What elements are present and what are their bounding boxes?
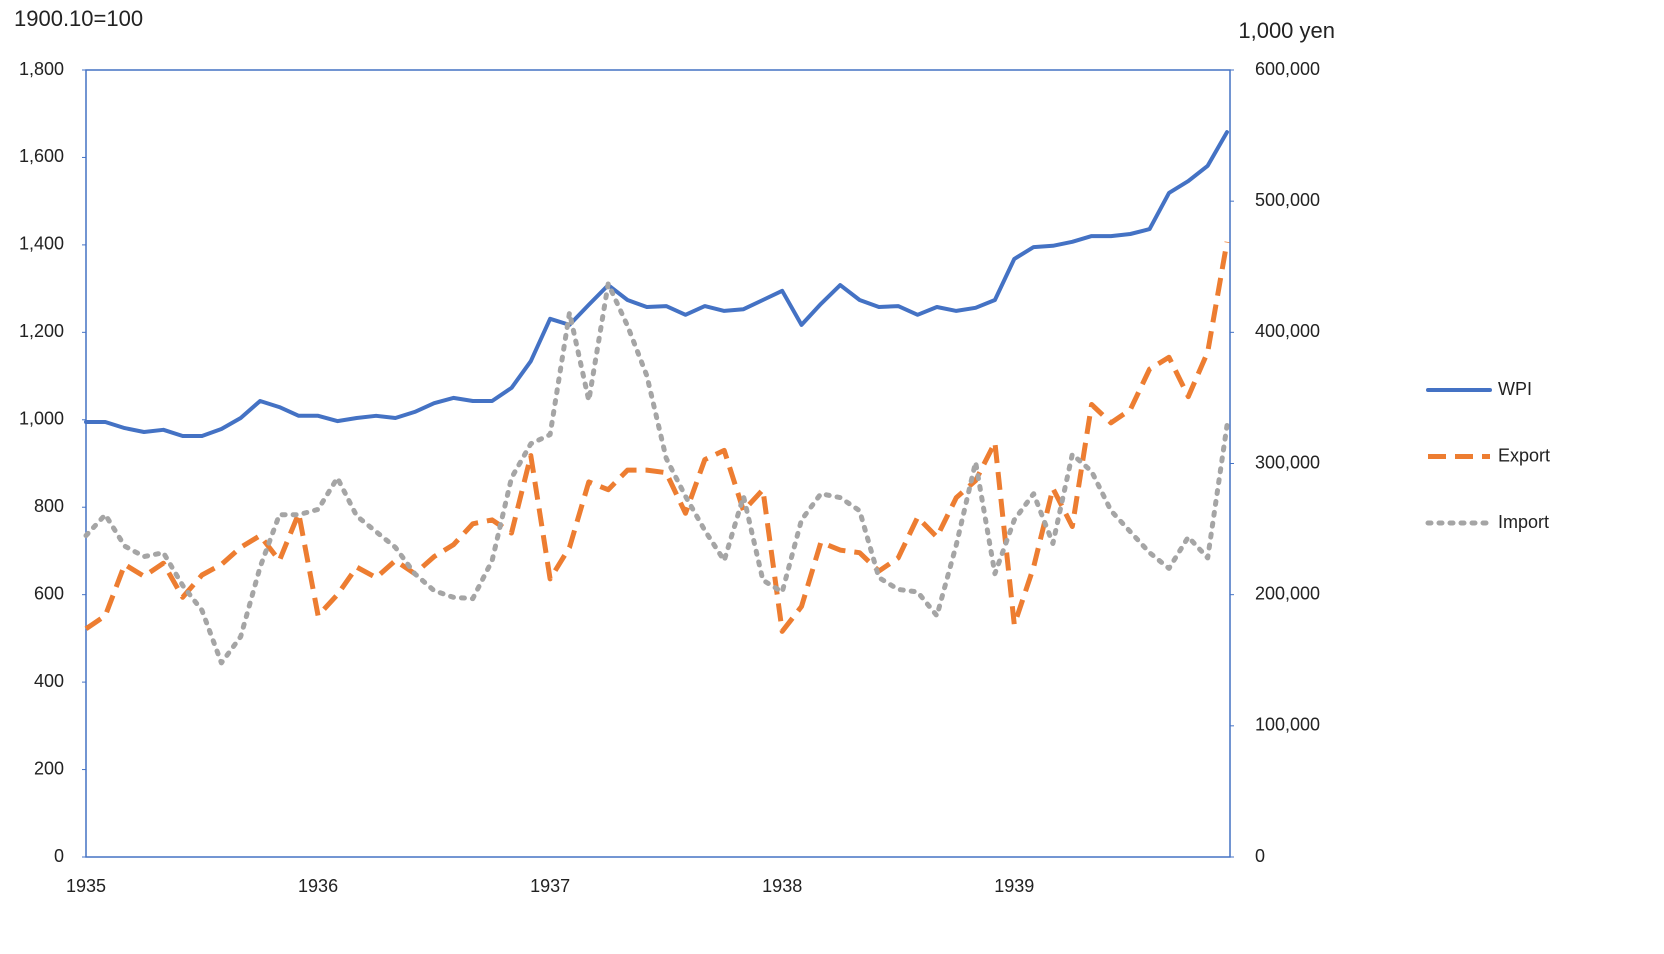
legend-label: Export: [1498, 445, 1550, 465]
y2-tick-label: 300,000: [1255, 452, 1320, 472]
x-tick-label: 1938: [762, 876, 802, 896]
data-line: [84, 241, 1230, 634]
y-tick-label: 1,400: [19, 234, 64, 254]
plot-frame: [85, 69, 1231, 858]
y-tick-label: 1,200: [19, 321, 64, 341]
y-tick-label: 400: [34, 671, 64, 691]
y-axis-title: 1900.10=100: [14, 6, 143, 31]
x-tick-label: 1937: [530, 876, 570, 896]
x-tick-label: 1939: [994, 876, 1034, 896]
y-tick-label: 1,600: [19, 146, 64, 166]
y2-axis-title: 1,000 yen: [1238, 18, 1335, 43]
legend-label: WPI: [1498, 379, 1532, 399]
y2-tick-label: 600,000: [1255, 59, 1320, 79]
data-line: [83, 281, 1230, 666]
data-line: [84, 130, 1229, 438]
y2-tick-label: 200,000: [1255, 583, 1320, 603]
x-tick-label: 1936: [298, 876, 338, 896]
y2-tick-label: 400,000: [1255, 321, 1320, 341]
y-tick-label: 0: [54, 846, 64, 866]
legend-label: Import: [1498, 512, 1549, 532]
y-tick-label: 1,800: [19, 59, 64, 79]
y-tick-label: 1,000: [19, 409, 64, 429]
y-tick-label: 600: [34, 583, 64, 603]
y2-tick-label: 500,000: [1255, 190, 1320, 210]
x-tick-label: 1935: [66, 876, 106, 896]
y-tick-label: 200: [34, 758, 64, 778]
y2-tick-label: 100,000: [1255, 715, 1320, 735]
y-tick-label: 800: [34, 496, 64, 516]
y2-tick-label: 0: [1255, 846, 1265, 866]
